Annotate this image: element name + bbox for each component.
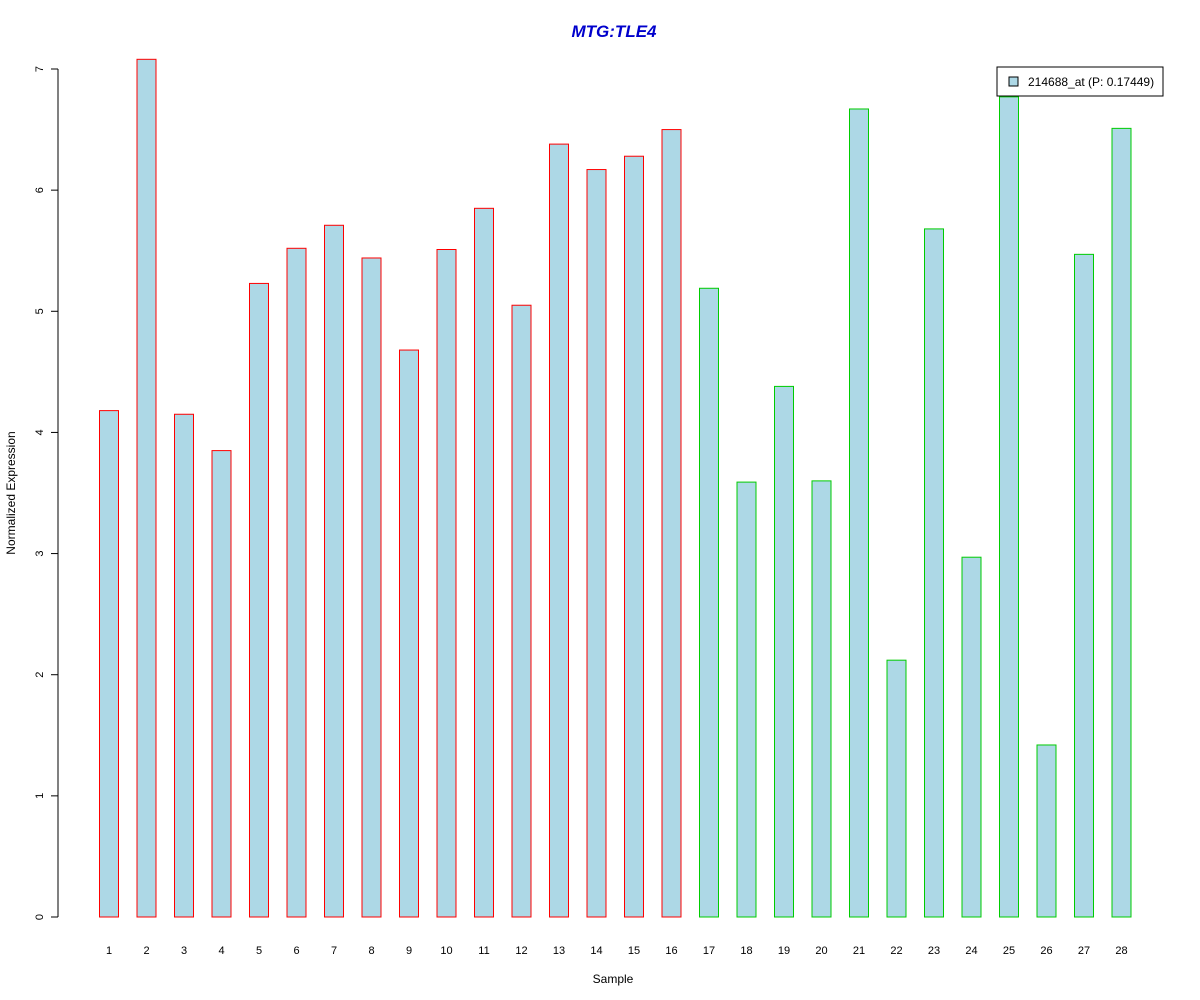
x-tick-label: 10 [440, 945, 452, 957]
bar-sample-20 [811, 480, 832, 918]
bar-sample-22 [886, 659, 907, 918]
x-tick-label: 20 [815, 945, 827, 957]
bars [99, 58, 1132, 918]
x-tick-label: 18 [740, 945, 752, 957]
y-tick-label: 5 [34, 308, 46, 314]
x-tick-label: 8 [368, 945, 374, 957]
y-axis: 0 1 2 3 4 5 6 7 [34, 66, 59, 920]
y-axis-label: Normalized Expression [4, 431, 18, 554]
bar-sample-21 [849, 108, 869, 918]
x-tick-label: 6 [293, 945, 299, 957]
x-tick-label: 27 [1078, 945, 1090, 957]
x-tick-label: 21 [853, 945, 865, 957]
y-tick-label: 2 [34, 672, 46, 678]
chart-title: MTG:TLE4 [572, 22, 658, 41]
bar-sample-3 [174, 413, 194, 918]
y-tick-label: 3 [34, 551, 46, 557]
x-tick-label: 15 [628, 945, 640, 957]
bar-sample-11 [474, 207, 494, 918]
legend-label: 214688_at (P: 0.17449) [1028, 75, 1154, 89]
x-tick-label: 23 [928, 945, 940, 957]
x-tick-label: 11 [478, 945, 489, 957]
x-tick-label: 7 [331, 945, 337, 957]
bar-sample-7 [324, 224, 344, 918]
bar-sample-9 [399, 349, 419, 918]
x-tick-label: 1 [106, 945, 112, 957]
y-tick-label: 7 [34, 66, 46, 72]
y-tick-label: 0 [34, 914, 46, 920]
x-tick-label: 4 [218, 945, 224, 957]
legend: 214688_at (P: 0.17449) [996, 66, 1164, 97]
legend-box [996, 66, 1164, 97]
x-tick-label: 16 [665, 945, 677, 957]
x-tick-label: 22 [890, 945, 902, 957]
legend-swatch [1008, 76, 1019, 87]
bar-sample-14 [586, 169, 607, 918]
bar-sample-5 [249, 282, 269, 918]
bar-sample-15 [624, 155, 644, 918]
bar-sample-8 [361, 257, 382, 918]
bar-sample-26 [1036, 744, 1057, 918]
bar-sample-16 [661, 129, 682, 918]
x-tick-label: 13 [553, 945, 565, 957]
bar-sample-2 [136, 58, 157, 918]
x-tick-label: 12 [515, 945, 527, 957]
bar-sample-28 [1111, 127, 1132, 918]
y-tick-label: 1 [34, 793, 46, 799]
x-tick-label: 19 [778, 945, 790, 957]
bar-sample-4 [211, 450, 232, 918]
y-tick-label: 6 [34, 187, 46, 193]
x-tick-label: 24 [965, 945, 977, 957]
x-axis: 1 2 3 4 5 6 7 8 9 10 11 12 13 14 15 16 17 18 19 20 21 22 23 24 2… [106, 945, 1128, 957]
bar-sample-24 [961, 556, 982, 918]
x-tick-label: 28 [1115, 945, 1127, 957]
x-tick-label: 25 [1003, 945, 1015, 957]
y-tick-label: 4 [34, 429, 46, 435]
bar-sample-13 [549, 143, 569, 918]
x-axis-label: Sample [593, 972, 634, 986]
bar-sample-18 [736, 481, 757, 918]
bar-sample-12 [511, 304, 532, 918]
bar-sample-1 [99, 410, 119, 918]
bar-sample-10 [436, 249, 457, 918]
x-tick-label: 9 [406, 945, 412, 957]
x-tick-label: 17 [703, 945, 715, 957]
bar-sample-19 [774, 385, 794, 918]
x-tick-label: 2 [143, 945, 149, 957]
x-tick-label: 26 [1040, 945, 1052, 957]
x-tick-label: 3 [181, 945, 187, 957]
bar-sample-23 [924, 228, 944, 918]
bar-sample-6 [286, 247, 307, 918]
bar-sample-25 [999, 96, 1019, 918]
bar-sample-17 [699, 287, 719, 918]
bar-sample-27 [1074, 253, 1094, 918]
x-tick-label: 14 [590, 945, 602, 957]
x-tick-label: 5 [256, 945, 262, 957]
